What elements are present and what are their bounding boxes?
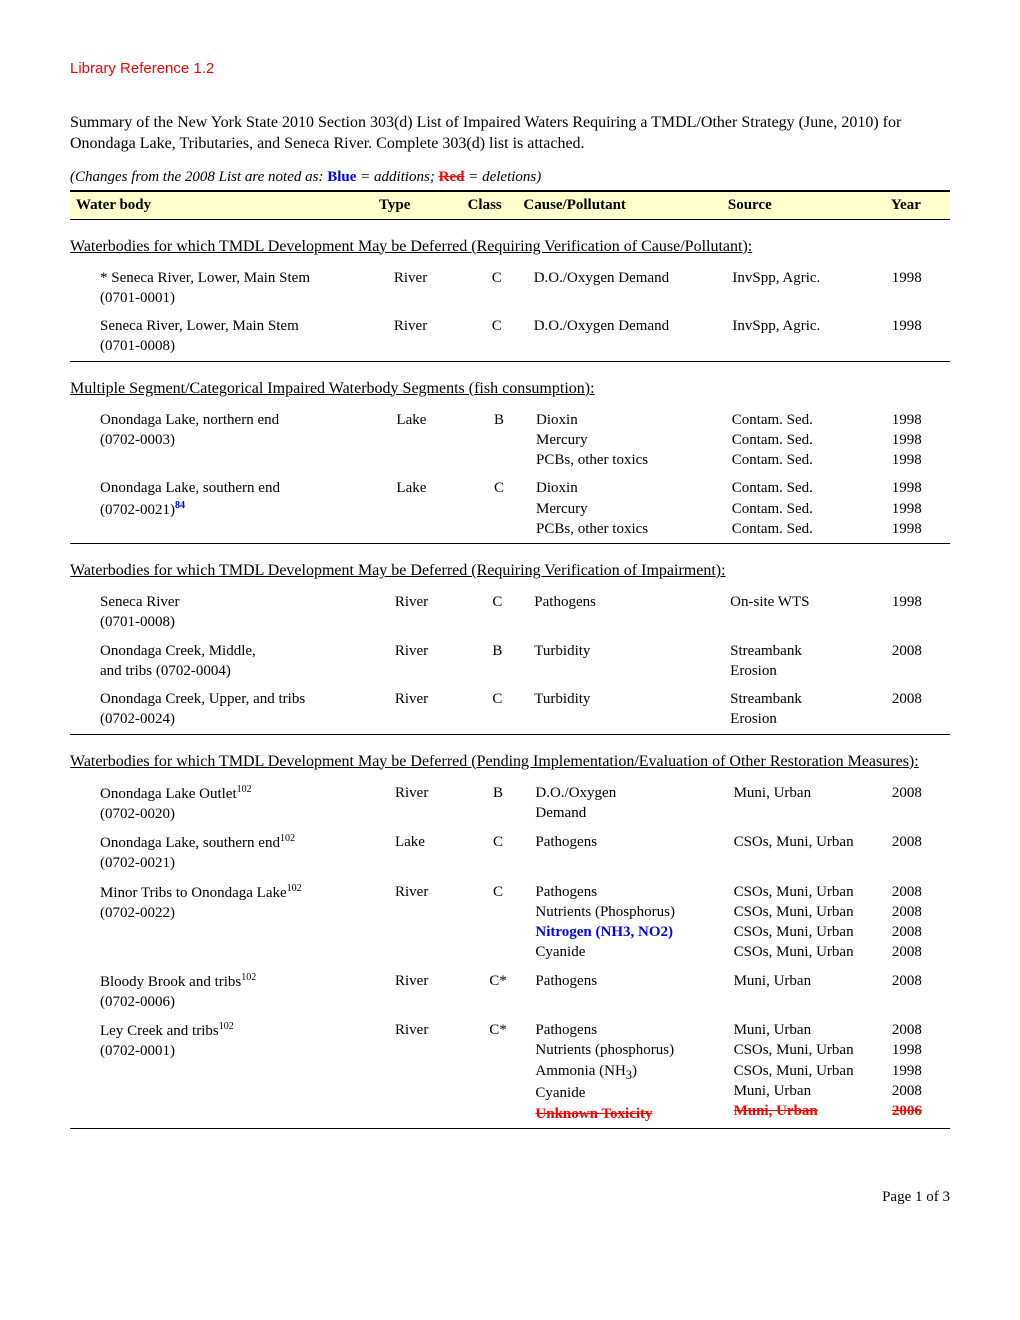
section-title: Waterbodies for which TMDL Development M… — [70, 562, 950, 580]
cell-cause: D.O./Oxygen Demand — [528, 312, 727, 361]
cell-class: B — [468, 406, 530, 475]
cell-class: C — [467, 828, 530, 878]
col-waterbody: Water body — [70, 191, 373, 220]
col-cause: Cause/Pollutant — [517, 191, 721, 220]
cell-waterbody: Ley Creek and tribs102(0702-0001) — [70, 1016, 389, 1128]
cell-waterbody: Onondaga Lake, southern end(0702-0021)84 — [70, 474, 390, 543]
cell-class: B — [467, 637, 529, 686]
cell-class: B — [467, 779, 530, 829]
data-table: Onondaga Lake, northern end(0702-0003)La… — [70, 406, 950, 545]
cell-cause: DioxinMercuryPCBs, other toxics — [530, 406, 726, 475]
cell-waterbody: Seneca River, Lower, Main Stem(0701-0008… — [70, 312, 388, 361]
section-title: Waterbodies for which TMDL Development M… — [70, 238, 950, 256]
cell-type: River — [389, 878, 467, 967]
cell-type: Lake — [389, 828, 467, 878]
data-table: Seneca River(0701-0008)RiverCPathogensOn… — [70, 588, 950, 735]
cell-year: 1998 — [886, 312, 950, 361]
cell-type: River — [389, 637, 467, 686]
cell-type: Lake — [390, 474, 468, 543]
col-class: Class — [452, 191, 517, 220]
cell-year: 2008 — [886, 637, 950, 686]
cell-waterbody: Onondaga Lake, northern end(0702-0003) — [70, 406, 390, 475]
cell-source: Contam. Sed.Contam. Sed.Contam. Sed. — [726, 474, 886, 543]
cell-year: 20081998199820082006 — [886, 1016, 950, 1128]
col-source: Source — [722, 191, 885, 220]
cell-waterbody: Onondaga Lake Outlet102(0702-0020) — [70, 779, 389, 829]
cell-cause: PathogensNutrients (phosphorus)Ammonia (… — [529, 1016, 727, 1128]
cell-source: InvSpp, Agric. — [726, 264, 885, 313]
cell-source: Muni, Urban — [728, 967, 886, 1017]
cell-cause: PathogensNutrients (Phosphorus)Nitrogen … — [529, 878, 727, 967]
cell-type: River — [388, 312, 466, 361]
changes-prefix: (Changes from the 2008 List are noted as… — [70, 169, 327, 185]
cell-waterbody: Onondaga Creek, Upper, and tribs(0702-00… — [70, 685, 389, 734]
col-year: Year — [885, 191, 950, 220]
cell-source: On-site WTS — [724, 588, 886, 637]
col-type: Type — [373, 191, 452, 220]
cell-year: 199819981998 — [886, 406, 950, 475]
cell-source: CSOs, Muni, UrbanCSOs, Muni, UrbanCSOs, … — [728, 878, 886, 967]
section-title: Multiple Segment/Categorical Impaired Wa… — [70, 380, 950, 398]
cell-source: Contam. Sed.Contam. Sed.Contam. Sed. — [726, 406, 886, 475]
cell-source: StreambankErosion — [724, 637, 886, 686]
cell-waterbody: Onondaga Lake, southern end102(0702-0021… — [70, 828, 389, 878]
cell-source: CSOs, Muni, Urban — [728, 828, 886, 878]
cell-source: StreambankErosion — [724, 685, 886, 734]
cell-class: C — [466, 312, 528, 361]
page-footer: Page 1 of 3 — [70, 1189, 950, 1206]
cell-type: River — [389, 967, 467, 1017]
cell-type: River — [388, 264, 466, 313]
cell-waterbody: * Seneca River, Lower, Main Stem(0701-00… — [70, 264, 388, 313]
cell-class: C — [466, 264, 528, 313]
cell-cause: Pathogens — [529, 967, 727, 1017]
cell-type: River — [389, 685, 467, 734]
cell-year: 1998 — [886, 264, 950, 313]
data-table: Onondaga Lake Outlet102(0702-0020)RiverB… — [70, 779, 950, 1129]
cell-type: River — [389, 1016, 467, 1128]
cell-cause: D.O./Oxygen Demand — [528, 264, 727, 313]
cell-waterbody: Onondaga Creek, Middle,and tribs (0702-0… — [70, 637, 389, 686]
cell-cause: D.O./OxygenDemand — [529, 779, 727, 829]
cell-year: 2008 — [886, 685, 950, 734]
library-reference: Library Reference 1.2 — [70, 60, 950, 77]
summary-text: Summary of the New York State 2010 Secti… — [70, 113, 950, 155]
cell-cause: Turbidity — [528, 685, 724, 734]
cell-type: River — [389, 588, 467, 637]
cell-class: C — [467, 878, 530, 967]
cell-waterbody: Minor Tribs to Onondaga Lake102(0702-002… — [70, 878, 389, 967]
cell-class: C — [467, 685, 529, 734]
cell-waterbody: Seneca River(0701-0008) — [70, 588, 389, 637]
cell-cause: Pathogens — [528, 588, 724, 637]
column-header-table: Water body Type Class Cause/Pollutant So… — [70, 190, 950, 220]
sections-container: Waterbodies for which TMDL Development M… — [70, 238, 950, 1129]
cell-class: C* — [467, 967, 530, 1017]
cell-source: InvSpp, Agric. — [726, 312, 885, 361]
data-table: * Seneca River, Lower, Main Stem(0701-00… — [70, 264, 950, 362]
cell-cause: DioxinMercuryPCBs, other toxics — [530, 474, 726, 543]
cell-type: River — [389, 779, 467, 829]
cell-class: C — [468, 474, 530, 543]
cell-year: 1998 — [886, 588, 950, 637]
cell-cause: Turbidity — [528, 637, 724, 686]
cell-type: Lake — [390, 406, 468, 475]
cell-year: 2008200820082008 — [886, 878, 950, 967]
changes-mid2: = deletions) — [464, 169, 541, 185]
cell-waterbody: Bloody Brook and tribs102(0702-0006) — [70, 967, 389, 1017]
changes-red: Red — [439, 169, 465, 185]
cell-year: 2008 — [886, 967, 950, 1017]
cell-class: C* — [467, 1016, 530, 1128]
cell-year: 199819981998 — [886, 474, 950, 543]
changes-mid1: = additions; — [356, 169, 438, 185]
section-title: Waterbodies for which TMDL Development M… — [70, 753, 950, 771]
changes-note: (Changes from the 2008 List are noted as… — [70, 169, 950, 186]
cell-source: Muni, UrbanCSOs, Muni, UrbanCSOs, Muni, … — [728, 1016, 886, 1128]
cell-cause: Pathogens — [529, 828, 727, 878]
cell-source: Muni, Urban — [728, 779, 886, 829]
changes-blue: Blue — [327, 169, 356, 185]
cell-year: 2008 — [886, 828, 950, 878]
cell-year: 2008 — [886, 779, 950, 829]
cell-class: C — [467, 588, 529, 637]
